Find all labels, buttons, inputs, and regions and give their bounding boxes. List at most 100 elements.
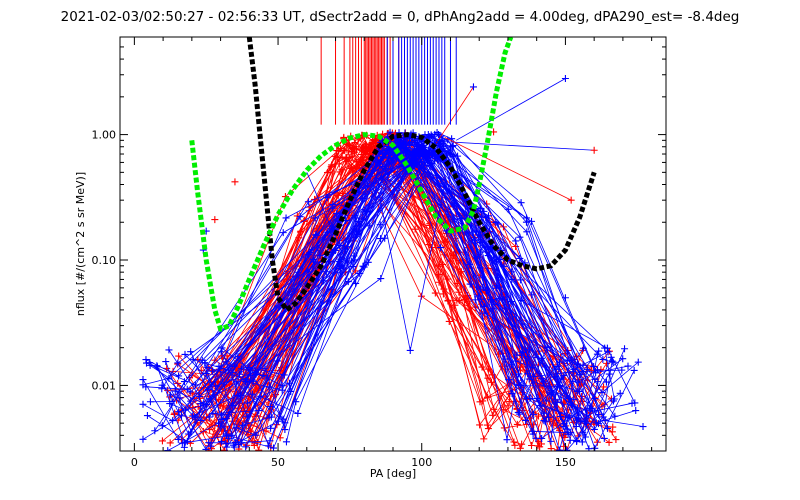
blue-series-point — [311, 258, 319, 266]
blue-series-point — [594, 378, 602, 386]
blue-series-point — [206, 395, 214, 403]
blue-series-point — [523, 214, 531, 222]
blue-series-point — [532, 434, 540, 442]
red-series-point — [600, 383, 608, 391]
red-series-point — [365, 142, 373, 150]
red-series-point — [484, 393, 492, 401]
blue-series-point — [598, 389, 606, 397]
scatter-point — [406, 346, 414, 354]
blue-series-point — [382, 147, 390, 155]
blue-series-point — [564, 430, 572, 438]
red-series-point — [158, 437, 166, 445]
x-tick-label: 0 — [131, 456, 138, 469]
red-series-point — [476, 421, 484, 429]
red-series-point — [359, 144, 367, 152]
blue-series-point — [574, 378, 582, 386]
blue-series-point — [306, 249, 314, 257]
blue-series-point — [473, 253, 481, 261]
blue-series-point — [165, 374, 173, 382]
outlier-trace — [444, 137, 572, 201]
blue-series-point — [476, 204, 484, 212]
blue-series-point — [437, 244, 445, 252]
blue-series-point — [282, 214, 290, 222]
x-tick-label: 50 — [271, 456, 285, 469]
blue-series-point — [217, 423, 225, 431]
blue-series-point — [547, 437, 555, 445]
blue-series-point — [189, 356, 197, 364]
red-series-point — [340, 147, 348, 155]
blue-series-point — [324, 228, 332, 236]
blue-series-point — [481, 309, 489, 317]
red-series-point — [480, 435, 488, 443]
scatter-point — [567, 196, 575, 204]
blue-series-point — [222, 440, 230, 448]
red-series-point — [461, 296, 469, 304]
blue-series-point — [632, 407, 640, 415]
blue-series-point — [281, 426, 289, 434]
blue-series-point — [454, 152, 462, 160]
blue-series-point — [508, 361, 516, 369]
blue-series-point — [466, 280, 474, 288]
red-series-point — [348, 163, 356, 171]
blue-series-point — [492, 218, 500, 226]
blue-series-point — [388, 148, 396, 156]
blue-series-point — [503, 436, 511, 444]
blue-series-point — [492, 284, 500, 292]
blue-series-point — [495, 255, 503, 263]
blue-series-point — [363, 207, 371, 215]
blue-series-point — [278, 386, 286, 394]
blue-series-point — [201, 359, 209, 367]
blue-series-point — [352, 214, 360, 222]
outlier-trace — [421, 139, 595, 151]
scatter-point — [561, 75, 569, 83]
blue-series-point — [223, 431, 231, 439]
blue-series-point — [248, 390, 256, 398]
red-series-point — [483, 200, 491, 208]
blue-series-point — [569, 377, 577, 385]
blue-series-point — [599, 355, 607, 363]
blue-series-point — [592, 419, 600, 427]
blue-series-point — [294, 409, 302, 417]
x-tick-label: 150 — [555, 456, 576, 469]
blue-series-point — [551, 365, 559, 373]
blue-series-point — [188, 412, 196, 420]
red-series-point — [334, 191, 342, 199]
y-tick-label: 0.10 — [92, 254, 117, 267]
chart-title: 2021-02-03/02:50:27 - 02:56:33 UT, dSect… — [61, 9, 740, 25]
blue-series-point — [422, 150, 430, 158]
blue-series-point — [567, 356, 575, 364]
blue-series-point — [533, 395, 541, 403]
blue-series-point — [187, 397, 195, 405]
scatter-point — [231, 178, 239, 186]
blue-series-point — [415, 143, 423, 151]
blue-series-point — [304, 198, 312, 206]
red-series-point — [478, 363, 486, 371]
blue-series-point — [574, 360, 582, 368]
blue-series-point — [266, 402, 274, 410]
blue-series-point — [609, 358, 617, 366]
blue-series-point — [593, 350, 601, 358]
blue-series-point — [508, 390, 516, 398]
red-series-point — [510, 438, 518, 446]
blue-series-point — [329, 248, 337, 256]
blue-series-point — [184, 430, 192, 438]
scatter-point — [469, 83, 477, 91]
y-axis-label: nflux [#/(cm^2 s sr MeV)] — [74, 172, 87, 316]
blue-series-point — [158, 381, 166, 389]
blue-series-point — [630, 366, 638, 374]
blue-series-point — [594, 366, 602, 374]
red-series-point — [511, 441, 519, 449]
blue-series-point — [274, 357, 282, 365]
blue-series-point — [634, 358, 642, 366]
blue-series-point — [217, 438, 225, 446]
blue-series-point — [282, 438, 290, 446]
black-fit-curve — [246, 37, 597, 313]
red-series-point — [359, 157, 367, 165]
blue-series-point — [162, 358, 170, 366]
red-series-point — [536, 443, 544, 451]
blue-series-point — [249, 377, 257, 385]
blue-series-point — [212, 382, 220, 390]
red-series-point — [593, 438, 601, 446]
blue-series-point — [146, 398, 154, 406]
blue-series-point — [517, 199, 525, 207]
